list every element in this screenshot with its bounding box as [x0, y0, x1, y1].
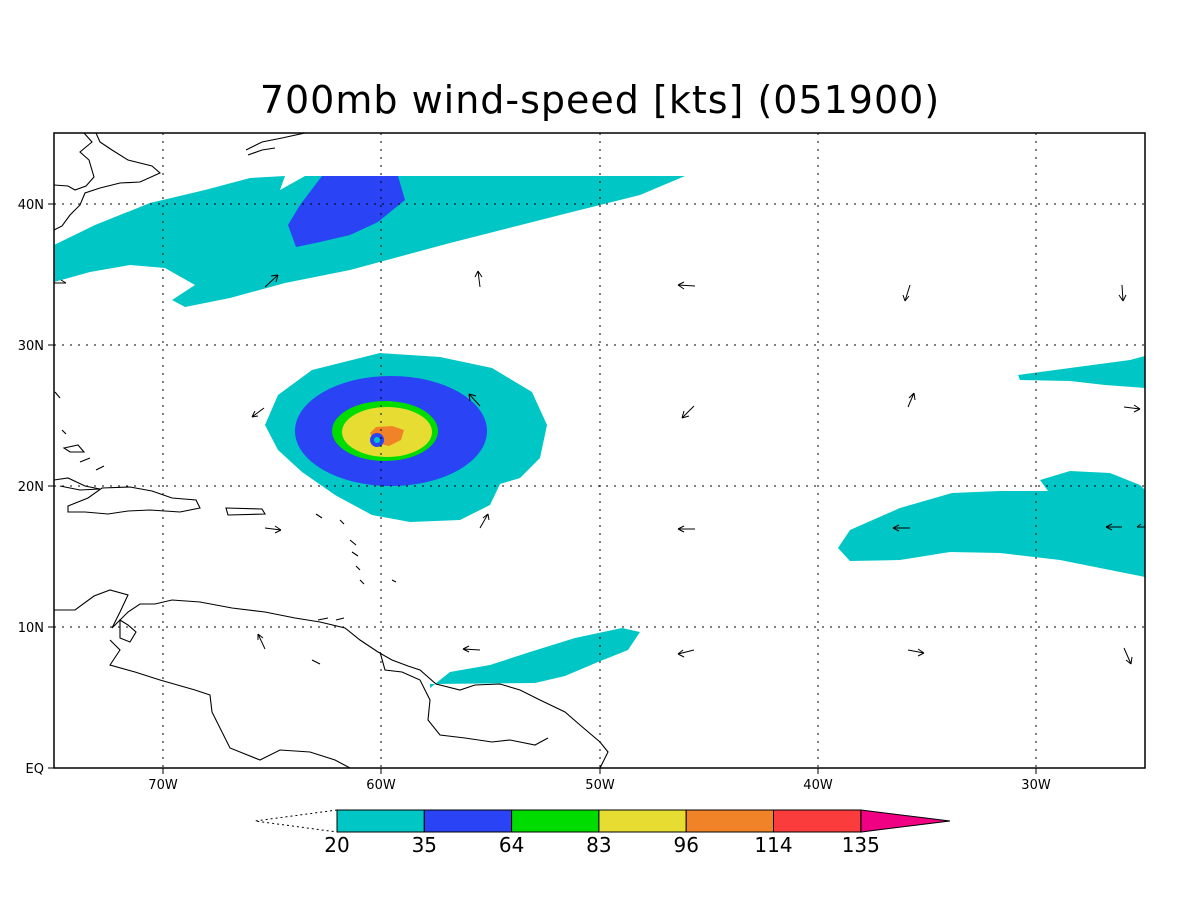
hurricane-eye-center [374, 437, 380, 443]
map-gridlines [54, 133, 1145, 768]
wind-vector [264, 274, 279, 288]
colorbar-level-label: 96 [673, 833, 698, 857]
coast-hispaniola [67, 486, 201, 515]
wind-vector [892, 524, 910, 532]
wind-vector [1136, 523, 1145, 528]
contour-east-lower-20kt [838, 471, 1145, 577]
coast-small-islands [54, 391, 397, 665]
colorbar-boxes [336, 809, 862, 833]
colorbar-under-triangle [254, 809, 338, 833]
wind-vector [1123, 647, 1133, 665]
x-axis-labels: 70W 60W 50W 40W 30W [148, 778, 1051, 793]
colorbar-box [511, 809, 600, 833]
colorbar-box [773, 809, 862, 833]
y-axis-labels: EQ 10N 20N 30N 40N [18, 198, 44, 777]
wind-vector [1123, 404, 1141, 413]
wind-vector [468, 393, 481, 407]
x-tick-label: 70W [148, 778, 178, 793]
y-tick-label: EQ [26, 762, 44, 777]
wind-vectors [54, 270, 1145, 665]
colorbar-over-triangle [860, 809, 951, 833]
contour-north-band-35kt [288, 176, 405, 247]
wind-vector [257, 633, 266, 650]
wind-vector [677, 649, 695, 658]
coastlines [54, 133, 609, 768]
coast-south-america [54, 589, 609, 768]
axis-ticks [48, 203, 1037, 774]
coast-north-america [54, 133, 162, 231]
wind-vector [907, 648, 925, 657]
x-tick-label: 40W [803, 778, 833, 793]
wind-vector [907, 392, 916, 408]
x-tick-label: 50W [585, 778, 615, 793]
colorbar-level-label: 83 [586, 833, 611, 857]
wind-vector [462, 645, 481, 653]
contour-south-band-20kt [430, 628, 640, 688]
y-tick-label: 20N [18, 480, 44, 495]
y-tick-label: 30N [18, 339, 44, 354]
x-tick-label: 60W [366, 778, 396, 793]
colorbar-box [423, 809, 513, 833]
colorbar-labels: 20 35 64 83 96 114 135 [324, 833, 880, 857]
coast-cuba [54, 477, 101, 491]
colorbar-level-label: 135 [842, 833, 880, 857]
wind-vector [902, 284, 911, 302]
wind-vector [54, 279, 67, 284]
coast-jamaica [62, 444, 86, 453]
y-tick-label: 40N [18, 198, 44, 213]
wind-vector [681, 405, 695, 419]
colorbar-box [685, 809, 775, 833]
wind-vector [677, 525, 695, 533]
colorbar-level-label: 20 [324, 833, 349, 857]
contour-north-band-20kt [54, 176, 685, 307]
colorbar-box [598, 809, 687, 833]
colorbar-level-label: 64 [499, 833, 524, 857]
wind-vector [677, 281, 696, 290]
y-tick-label: 10N [18, 621, 44, 636]
contour-east-upper-20kt [1018, 356, 1145, 388]
x-tick-label: 30W [1021, 778, 1051, 793]
coast-puerto-rico [225, 507, 266, 516]
colorbar-level-label: 35 [412, 833, 437, 857]
wind-vector [1105, 523, 1122, 531]
coast-guianas-border [379, 651, 549, 746]
colorbar-level-label: 114 [754, 833, 792, 857]
map-title: 700mb wind-speed [kts] (051900) [259, 78, 941, 122]
wind-vector [251, 407, 265, 418]
coast-lake-maracaibo [119, 619, 137, 643]
colorbar: 20 35 64 83 96 114 135 [254, 809, 951, 857]
wind-vector [479, 513, 490, 529]
colorbar-box [336, 809, 425, 833]
wind-vector [1118, 284, 1127, 302]
wind-speed-contours [54, 176, 1145, 688]
wind-vector [474, 270, 483, 288]
coast-nova-scotia [245, 133, 306, 156]
wind-vector [264, 525, 282, 534]
